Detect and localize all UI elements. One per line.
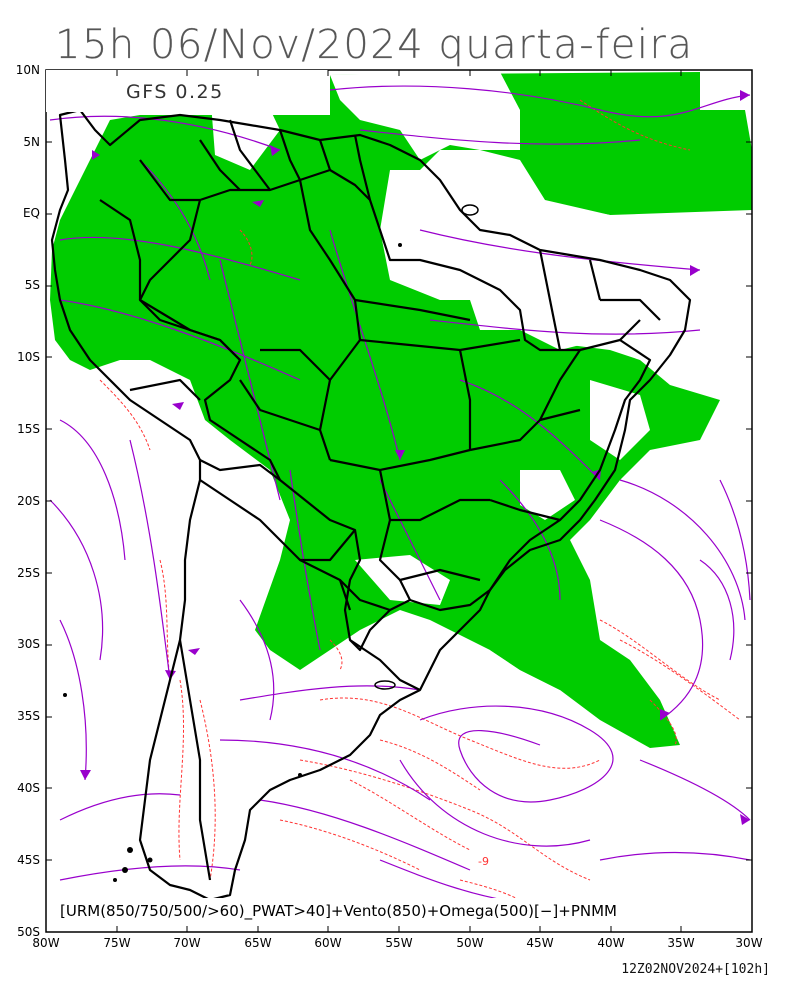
contour-label: -9	[478, 855, 489, 868]
longitude-axis: 80W 75W 70W 65W 60W 55W 50W 45W 40W 35W …	[32, 936, 762, 950]
lat-tick-label: 10S	[17, 350, 40, 364]
humidity-region-southeast	[490, 560, 610, 690]
model-label: GFS 0.25	[126, 81, 224, 103]
lon-tick-label: 70W	[173, 936, 200, 950]
wind-streamlines	[49, 85, 751, 906]
lon-tick-label: 80W	[32, 936, 59, 950]
lat-tick-label: 10N	[16, 63, 40, 77]
lon-tick-label: 30W	[735, 936, 762, 950]
run-info: 12Z02NOV2024+[102h]	[621, 962, 770, 977]
minor-features	[63, 204, 479, 882]
lat-tick-label: 35S	[17, 709, 40, 723]
political-borders	[50, 108, 692, 902]
lon-tick-label: 65W	[244, 936, 271, 950]
latitude-tick-marks	[46, 141, 752, 861]
lon-tick-label: 55W	[385, 936, 412, 950]
lat-tick-label: 45S	[17, 853, 40, 867]
lat-tick-label: 15S	[17, 422, 40, 436]
caption-box	[56, 898, 736, 922]
lat-tick-label: 5S	[25, 278, 40, 292]
omega-contours	[99, 99, 741, 901]
lon-tick-label: 40W	[597, 936, 624, 950]
lat-tick-label: 50S	[17, 925, 40, 939]
model-label-box	[46, 70, 328, 112]
lon-tick-label: 75W	[103, 936, 130, 950]
longitude-tick-marks	[116, 70, 682, 932]
lon-tick-label: 45W	[526, 936, 553, 950]
lon-tick-label: 35W	[667, 936, 694, 950]
humidity-fill-layer	[50, 72, 752, 748]
lat-tick-label: 30S	[17, 637, 40, 651]
page-title: 15h 06/Nov/2024 quarta-feira	[55, 22, 694, 68]
lon-tick-label: 50W	[456, 936, 483, 950]
humidity-region-amazon	[50, 72, 752, 748]
lat-tick-label: 20S	[17, 494, 40, 508]
lon-tick-label: 60W	[314, 936, 341, 950]
map-caption: [URM(850/750/500/>60)_PWAT>40]+Vento(850…	[60, 902, 617, 921]
lat-tick-label: 40S	[17, 781, 40, 795]
latitude-axis: 10N 5N EQ 5S 10S 15S 20S 25S 30S 35S 40S…	[16, 63, 40, 939]
brazil-border	[138, 168, 652, 652]
lat-tick-label: 25S	[17, 566, 40, 580]
lat-tick-label: EQ	[23, 206, 40, 220]
lat-tick-label: 5N	[23, 135, 40, 149]
